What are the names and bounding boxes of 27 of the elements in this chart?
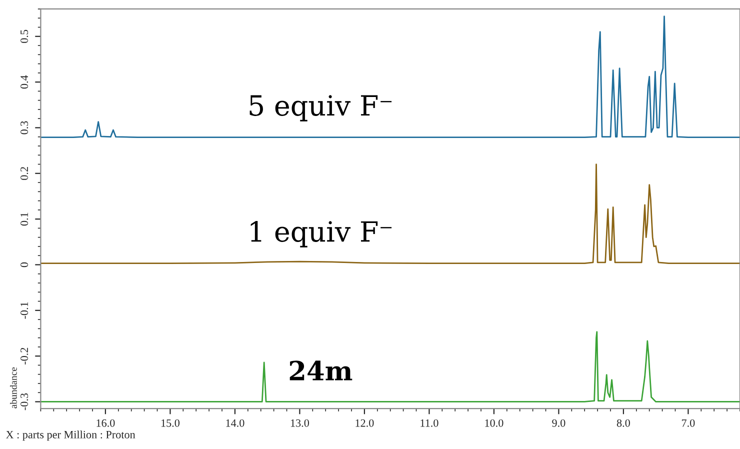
x-tick-label: 8.0 — [616, 419, 630, 427]
x-tick-label: 15.0 — [161, 419, 180, 427]
line-series — [40, 164, 740, 264]
line-series — [40, 331, 740, 402]
y-tick-label: 0.1 — [20, 212, 28, 226]
y-tick-label: -0.1 — [20, 302, 28, 319]
y-tick-label: 0.5 — [20, 30, 28, 43]
y-tick-label: -0.2 — [20, 348, 28, 364]
x-axis-title: X : parts per Million : Proton — [6, 430, 136, 441]
y-tick-label: 0.3 — [20, 121, 28, 134]
x-tick-label: 11.0 — [420, 419, 438, 427]
y-tick-label: 0 — [20, 262, 28, 268]
x-tick-label: 13.0 — [290, 419, 309, 427]
x-tick-label: 14.0 — [226, 419, 244, 427]
line-series — [40, 16, 740, 138]
y-tick-label: -0.3 — [20, 393, 28, 410]
y-tick-label: 0.4 — [20, 75, 28, 89]
x-tick-label: 10.0 — [485, 419, 504, 427]
y-axis-title: abundance — [10, 367, 17, 408]
y-tick-label: 0.2 — [20, 167, 28, 180]
series-label: 24m — [290, 360, 352, 380]
series-label: 1 equiv F⁻ — [250, 220, 392, 248]
x-tick-label: 12.0 — [356, 419, 374, 427]
x-tick-label: 16.0 — [96, 419, 115, 427]
series-label: 5 equiv F⁻ — [250, 95, 392, 122]
x-tick-label: 7.0 — [682, 419, 695, 427]
x-tick-label: 9.0 — [552, 419, 566, 427]
